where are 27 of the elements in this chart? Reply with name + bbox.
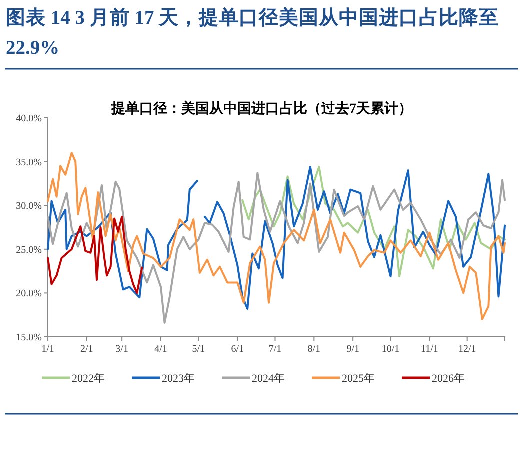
legend-label: 2022年 bbox=[72, 373, 105, 385]
x-tick-label: 1/1 bbox=[42, 344, 54, 355]
legend-label: 2023年 bbox=[162, 373, 195, 385]
y-tick-label: 20.0% bbox=[16, 288, 42, 300]
y-tick-label: 15.0% bbox=[16, 332, 42, 344]
x-tick-label: 12/1 bbox=[458, 344, 476, 355]
x-tick-label: 11/1 bbox=[420, 344, 438, 355]
legend-label: 2025年 bbox=[342, 373, 375, 385]
y-tick-label: 25.0% bbox=[16, 244, 42, 256]
x-tick-label: 5/1 bbox=[192, 344, 206, 355]
line-series bbox=[242, 166, 506, 278]
y-tick-label: 30.0% bbox=[16, 201, 42, 212]
chart-title: 图表 14 3 月前 17 天，提单口径美国从中国进口占比降至 22.9% bbox=[6, 6, 500, 61]
x-tick-label: 2/1 bbox=[80, 344, 94, 355]
y-tick-label: 40.0% bbox=[16, 114, 42, 124]
x-tick-label: 9/1 bbox=[346, 344, 360, 355]
x-tick-label: 6/1 bbox=[231, 344, 244, 355]
x-tick-label: 3/1 bbox=[116, 344, 128, 355]
x-tick-label: 7/1 bbox=[268, 344, 282, 355]
y-tick-label: 35.0% bbox=[16, 157, 42, 168]
x-tick-label: 10/1 bbox=[382, 344, 400, 355]
legend-label: 2024年 bbox=[252, 373, 285, 385]
x-tick-label: 8/1 bbox=[308, 344, 321, 355]
legend-label: 2026年 bbox=[432, 373, 465, 385]
chart-subtitle: 提单口径：美国从中国进口占比（过去7天累计） bbox=[110, 100, 412, 117]
line-series bbox=[47, 216, 144, 294]
x-tick-label: 4/1 bbox=[154, 344, 168, 355]
